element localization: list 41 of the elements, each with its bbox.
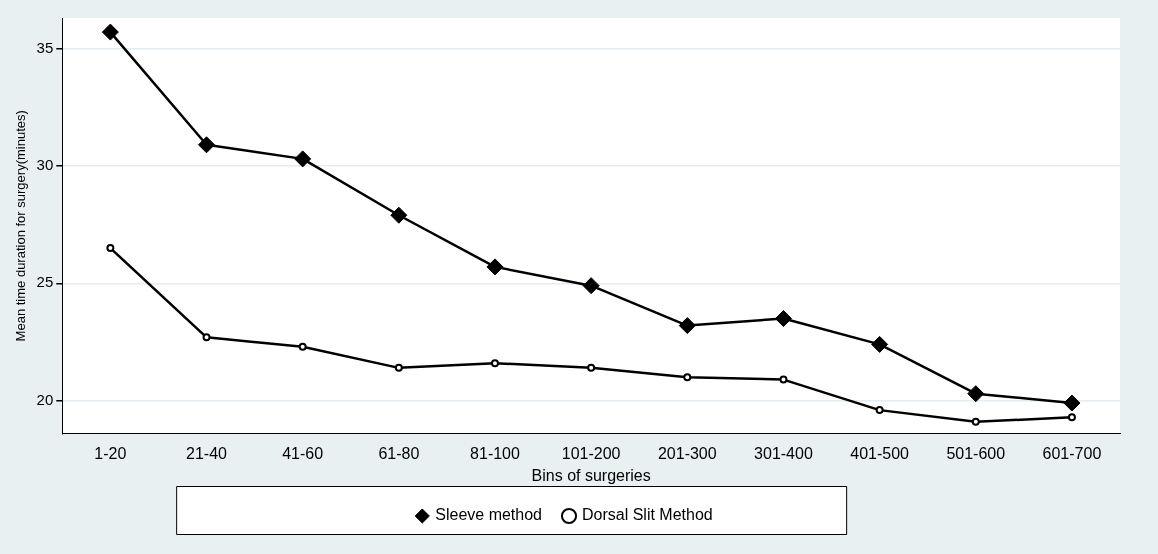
point [101,23,119,41]
point [678,317,696,335]
y-tick-label: 20 [36,390,54,408]
x-tick-label: 301-400 [754,444,813,462]
point [294,150,312,168]
point [390,206,408,224]
point [490,359,499,368]
point [774,310,792,328]
x-tick-label: 61-80 [378,444,420,462]
x-tick-label: 81-100 [470,444,520,462]
point [1067,413,1076,422]
x-tick-label: 201-300 [657,444,717,462]
x-tick-label: 601-700 [1042,444,1102,462]
x-tick-label: 21-40 [186,444,228,462]
point [971,417,980,426]
y-axis-title: Mean time duration for surgery(minutes) [13,110,29,342]
point [779,375,788,384]
point [871,335,889,353]
x-tick-label: 101-200 [561,444,621,462]
legend-label: Sleeve method [435,506,543,524]
point [202,333,211,342]
point [683,373,692,382]
x-axis-title: Bins of surgeries [531,466,651,484]
point [875,406,884,415]
x-tick-label: 401-500 [850,444,910,462]
point [486,258,504,276]
legend-label: Dorsal Slit Method [582,506,713,524]
y-tick-label: 35 [36,38,54,56]
point [298,342,307,351]
point [1063,394,1081,412]
point [587,363,596,372]
x-tick-label: 41-60 [282,444,324,462]
x-tick-label: 1-20 [94,444,127,462]
point [394,363,403,372]
y-tick-label: 30 [36,156,54,174]
point [582,277,600,295]
x-tick-label: 501-600 [946,444,1006,462]
point [106,244,115,253]
point [198,136,216,154]
point [967,385,985,403]
y-tick-label: 25 [36,273,54,291]
